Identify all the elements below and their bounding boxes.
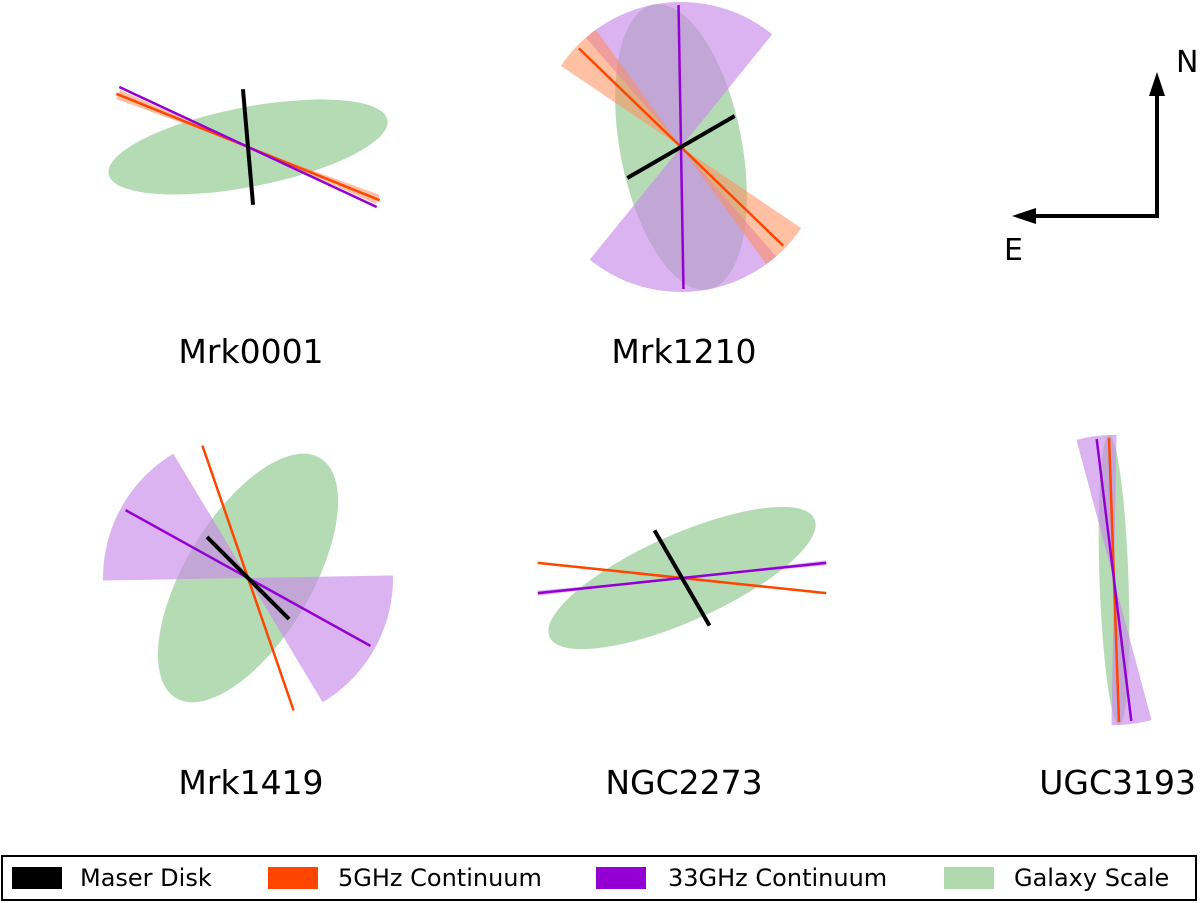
maser-disk-line-mrk0001 (240, 89, 256, 205)
legend-swatch-galaxy (944, 867, 994, 889)
continuum-5ghz-wedge-mrk0001 (116, 90, 380, 204)
legend-swatch-5ghz (268, 867, 318, 889)
galaxy-label-mrk0001: Mrk0001 (178, 332, 323, 371)
legend-label-5ghz: 5GHz Continuum (338, 864, 542, 892)
galaxy-label-ugc3193: UGC3193 (1039, 763, 1196, 802)
compass-north-arrowhead (1149, 72, 1165, 96)
galaxy-label-mrk1419: Mrk1419 (178, 763, 323, 802)
maser-disk-line-ngc2273 (652, 529, 712, 627)
compass: N E (1004, 45, 1198, 268)
continuum-33ghz-wedge-ugc3193 (1076, 435, 1152, 725)
continuum-33ghz-line-ugc3193 (1095, 438, 1133, 722)
panel-mrk0001 (108, 85, 388, 209)
legend-label-33ghz: 33GHz Continuum (668, 864, 887, 892)
panel-mrk1210 (560, 2, 802, 292)
panel-mrk1419 (103, 445, 393, 711)
galaxy-label-mrk1210: Mrk1210 (611, 332, 756, 371)
legend-label-maser: Maser Disk (80, 864, 212, 892)
galaxy-label-ngc2273: NGC2273 (605, 763, 762, 802)
compass-north-label: N (1176, 45, 1198, 80)
compass-east-arrowhead (1012, 208, 1036, 224)
legend-swatch-maser (12, 867, 62, 889)
compass-east-label: E (1004, 233, 1023, 268)
panel-ugc3193 (1076, 435, 1152, 725)
maser-disk-line-mrk1210 (626, 114, 736, 180)
maser-disk-line-mrk1419 (205, 535, 291, 621)
legend: Maser Disk 5GHz Continuum 33GHz Continuu… (1, 855, 1197, 901)
legend-label-galaxy: Galaxy Scale (1014, 864, 1169, 892)
panel-ngc2273 (537, 506, 827, 650)
legend-swatch-33ghz (596, 867, 646, 889)
